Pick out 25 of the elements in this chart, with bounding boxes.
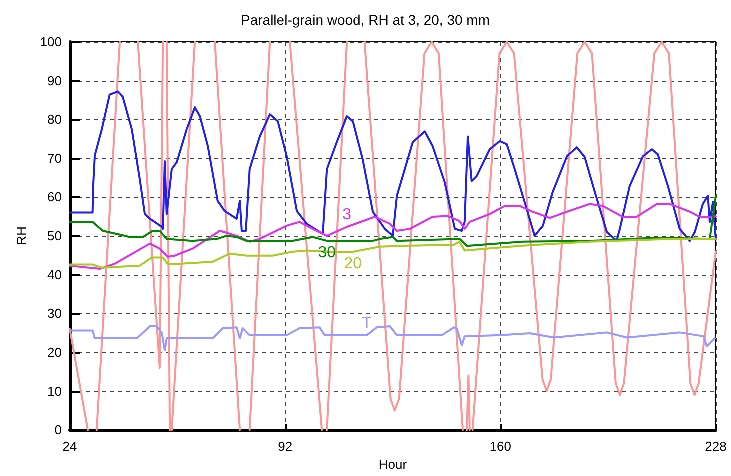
- chart-title: Parallel-grain wood, RH at 3, 20, 30 mm: [241, 12, 490, 28]
- y-tick-label: 20: [48, 344, 62, 360]
- y-tick-label: 10: [48, 384, 62, 399]
- series-label: T: [362, 314, 372, 332]
- x-tick-label: 24: [62, 439, 78, 454]
- y-axis-title: RH: [14, 226, 29, 246]
- y-tick-label: 0: [54, 422, 62, 438]
- series-label: 3: [342, 206, 352, 224]
- y-tick-label: 60: [48, 190, 62, 205]
- y-tick-label: 40: [48, 267, 62, 282]
- y-tick-label: 50: [48, 228, 62, 244]
- line-series: [69, 238, 717, 269]
- x-axis-title: Hour: [378, 457, 408, 472]
- y-tick-label: 90: [48, 73, 62, 88]
- line-series: [69, 203, 717, 270]
- y-tick-label: 70: [48, 150, 62, 166]
- x-tick-label: 92: [278, 439, 293, 454]
- line-series: [69, 195, 717, 248]
- x-tick-label: 228: [705, 439, 727, 454]
- y-tick-label: 100: [40, 34, 62, 50]
- series-label: 20: [344, 255, 362, 272]
- y-tick-label: 80: [48, 112, 62, 128]
- x-tick-label: 160: [490, 439, 512, 454]
- line-series: [69, 90, 717, 242]
- y-tick-label: 30: [48, 306, 62, 322]
